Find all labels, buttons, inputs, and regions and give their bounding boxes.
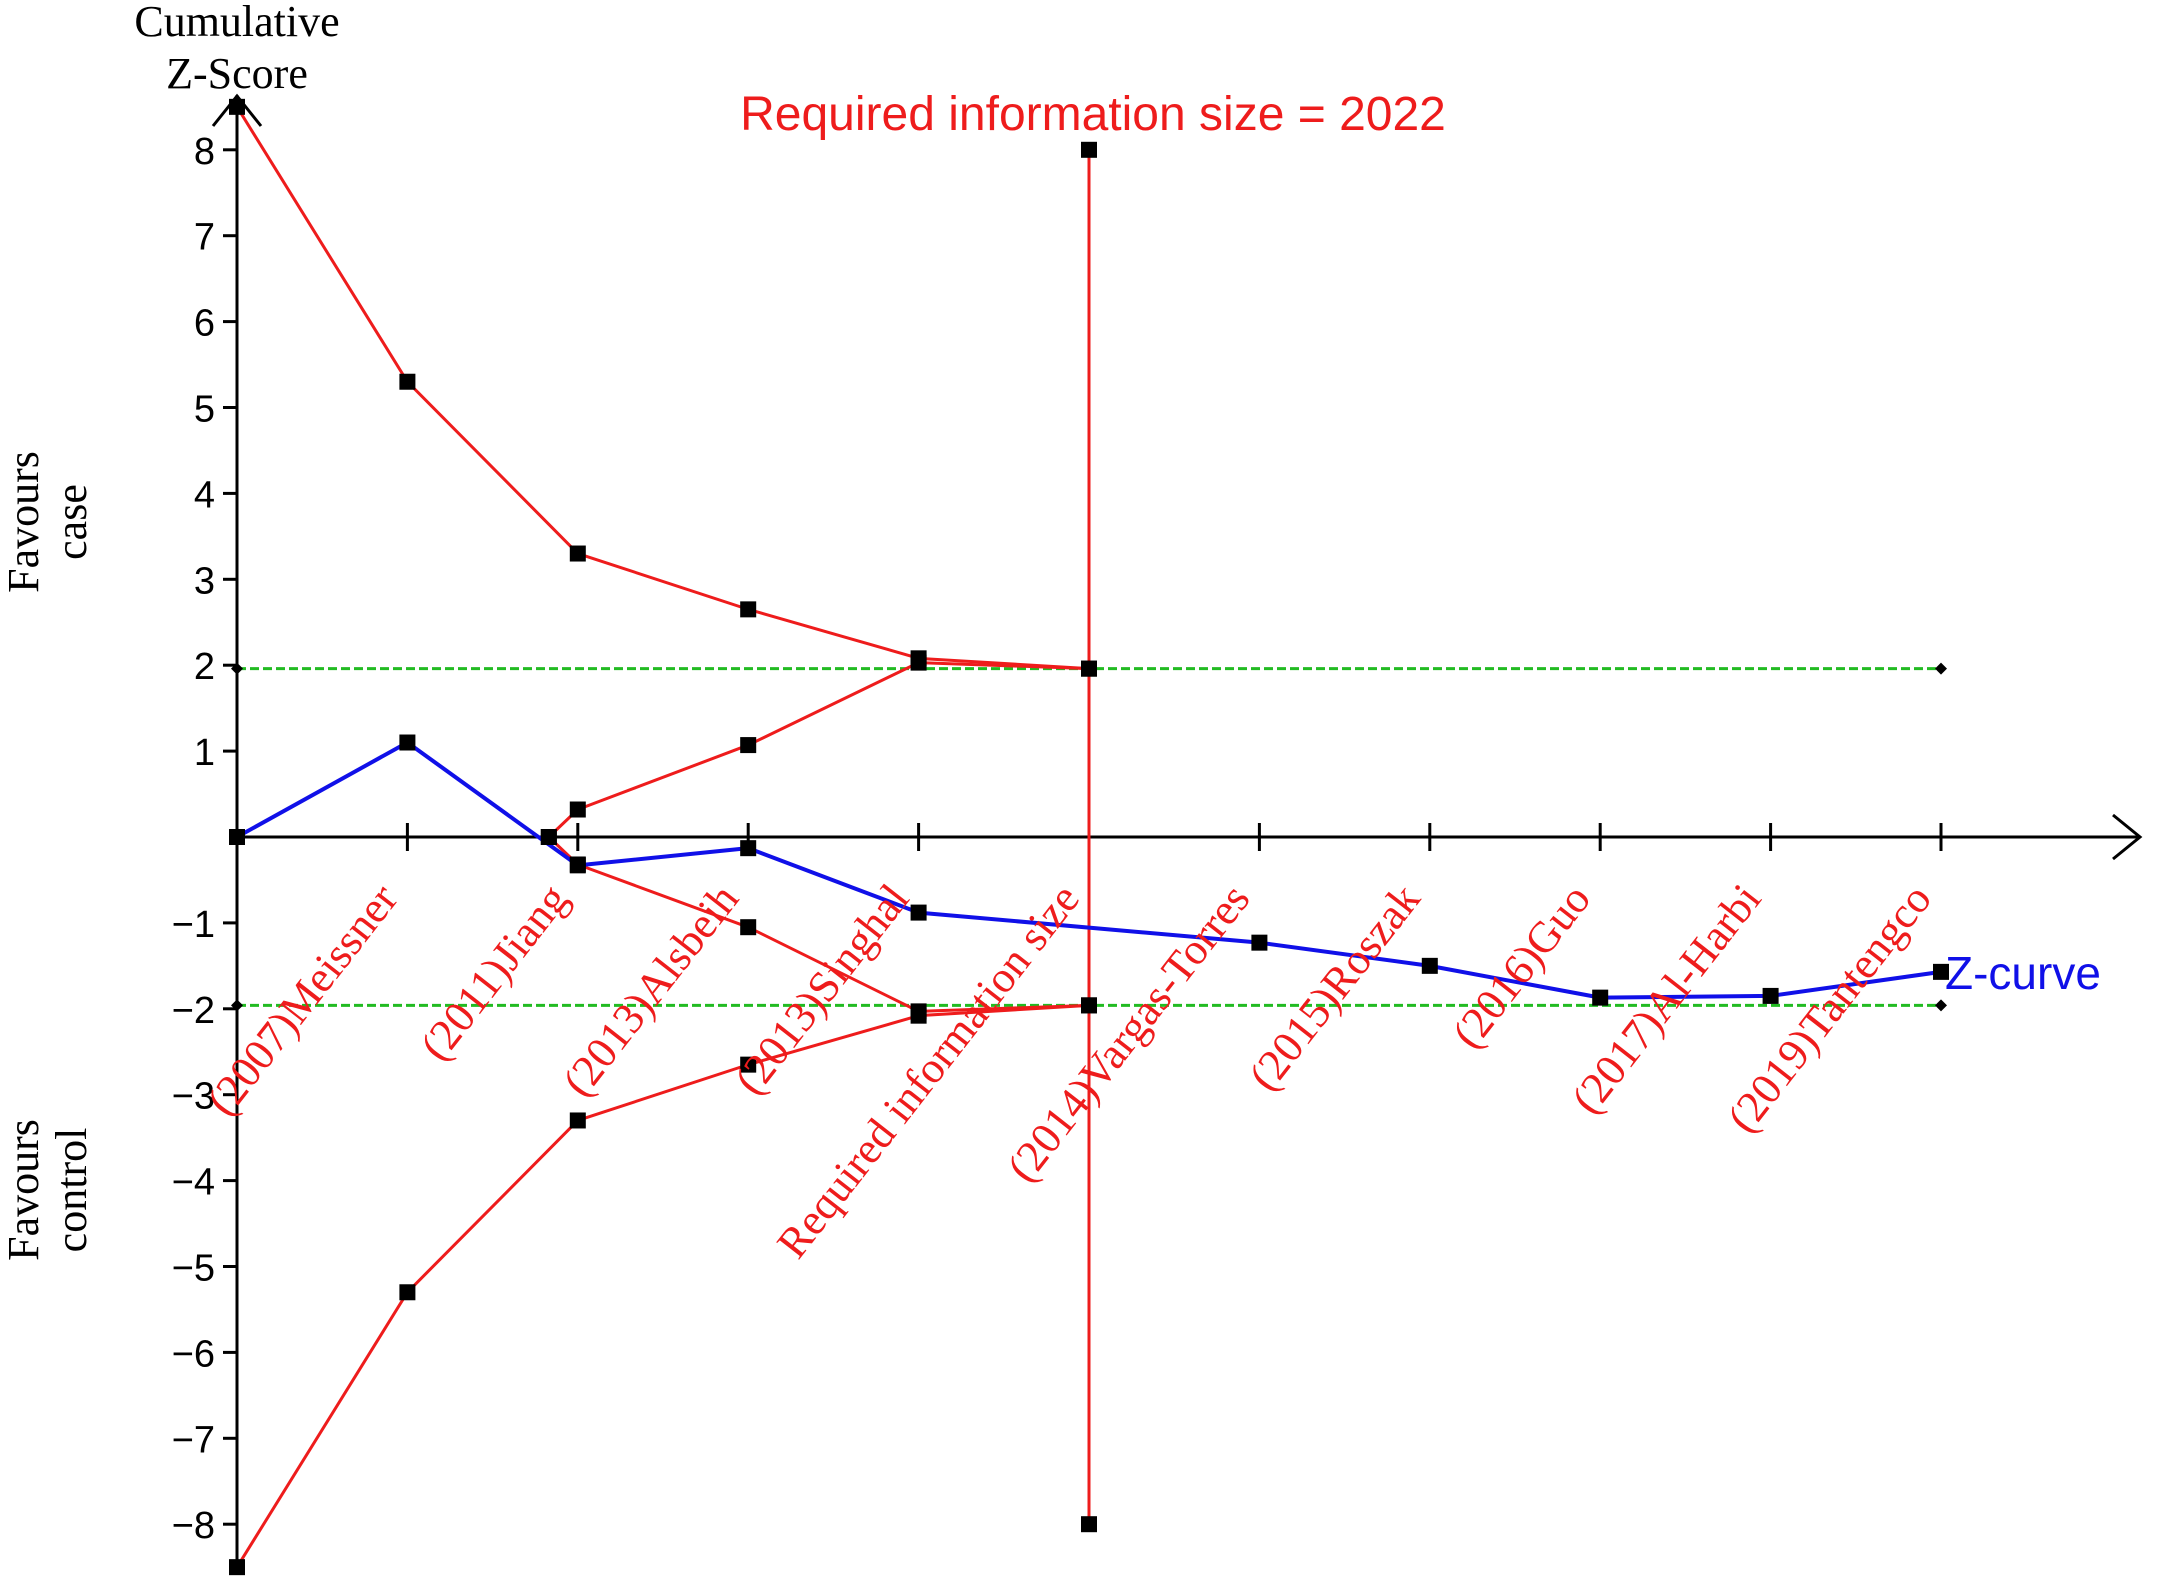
study-label: Required information size — [767, 875, 1088, 1267]
study-label: (2016)Guo — [1443, 875, 1600, 1057]
z-curve-point — [569, 857, 586, 874]
x-axis — [237, 813, 2143, 861]
study-label: (2013)Singhal — [725, 875, 919, 1104]
study-label: (2015)Roszak — [1239, 875, 1430, 1100]
upper-futility-point — [740, 737, 757, 754]
favours-control-label-line-2: control — [47, 1128, 96, 1253]
upper-futility-point — [569, 801, 586, 818]
y-tick-label: 2 — [194, 646, 215, 688]
upper-futility-line — [547, 661, 1090, 839]
z-curve-legend-label: Z-curve — [1945, 947, 2101, 999]
lower-boundary-point — [229, 1559, 245, 1576]
y-tick-label: 7 — [194, 217, 215, 259]
lower-boundary-point — [740, 1056, 757, 1073]
upper-futility-point — [910, 654, 927, 671]
y-axis-title-line-1: Cumulative — [134, 0, 339, 46]
y-tick-label: 5 — [194, 389, 215, 431]
z-curve-point — [399, 734, 416, 751]
y-tick-label: −7 — [172, 1419, 215, 1461]
boundary-end-diamond — [1935, 662, 1947, 675]
ris-title: Required information size = 2022 — [740, 88, 1446, 141]
y-tick-label: −2 — [172, 990, 215, 1032]
lower-boundary-line — [235, 1003, 1090, 1568]
z-curve-point — [1251, 934, 1268, 951]
lower-futility-point — [540, 829, 557, 845]
upper-boundary-line — [235, 106, 1090, 671]
upper-boundary-point — [569, 545, 586, 562]
z-curve-line — [236, 740, 1942, 1000]
y-tick-label: −1 — [172, 904, 215, 946]
y-tick-label: −8 — [172, 1505, 215, 1547]
study-label: (2013)Alsbeih — [553, 875, 748, 1105]
boundary-end-diamond — [231, 662, 243, 675]
y-tick-label: 8 — [194, 131, 215, 173]
upper-futility-point — [1081, 660, 1097, 677]
upper-boundary-point — [229, 98, 245, 115]
lower-futility-point — [1081, 997, 1097, 1014]
z-curve-point — [1933, 963, 1949, 980]
upper-boundary-point — [740, 601, 757, 618]
z-curve-point — [910, 904, 927, 921]
lower-futility-point — [910, 1003, 927, 1020]
y-tick-label: −6 — [172, 1333, 215, 1375]
lower-boundary-point — [569, 1112, 586, 1129]
lower-futility-point — [740, 919, 757, 936]
z-curve-point — [229, 829, 245, 845]
y-axis-title-line-2: Z-Score — [166, 49, 308, 98]
ris-top-point — [1081, 141, 1097, 158]
study-label: (2007)Meissner — [197, 875, 407, 1125]
z-curve-point — [740, 840, 757, 857]
y-tick-label: −5 — [172, 1248, 215, 1290]
favours-case-label-line-1: Favours — [0, 451, 48, 593]
y-tick-label: 6 — [194, 303, 215, 345]
y-tick-label: 4 — [194, 474, 215, 516]
favours-case-label-line-2: case — [47, 484, 96, 560]
lower-boundary-point — [399, 1284, 416, 1301]
y-tick-label: −4 — [172, 1162, 215, 1204]
y-tick-label: 1 — [194, 732, 215, 774]
ris-bottom-point — [1081, 1516, 1097, 1533]
z-curve-point — [1421, 957, 1438, 974]
z-curve-point — [1592, 989, 1609, 1006]
z-curve-point — [1762, 987, 1779, 1004]
y-tick-label: 3 — [194, 560, 215, 602]
study-label: (2011)Jiang — [411, 875, 578, 1070]
boundary-end-diamond — [1935, 999, 1947, 1012]
favours-control-label-line-1: Favours — [0, 1119, 48, 1261]
y-tick-label: −3 — [172, 1076, 215, 1118]
upper-boundary-point — [399, 373, 416, 390]
boundary-end-diamond — [231, 999, 243, 1012]
